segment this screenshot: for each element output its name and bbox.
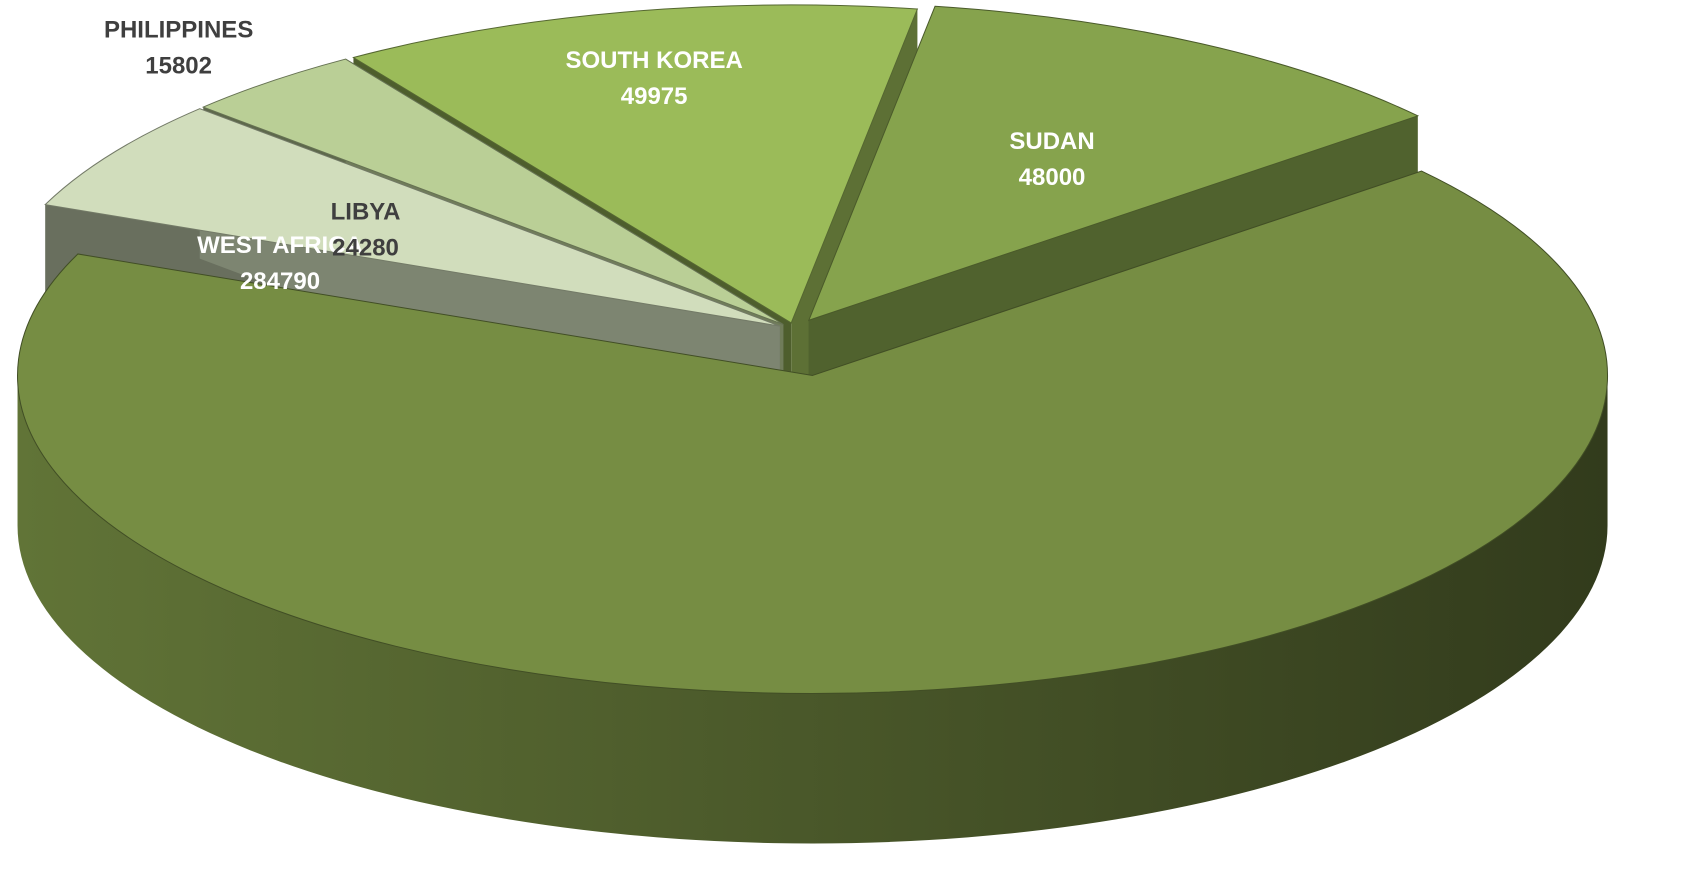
data-label-category: PHILIPPINES (104, 17, 253, 44)
data-label-value: 15802 (145, 53, 212, 80)
labels-layer: WEST AFRICA 284790 LIBYA 24280 PHILIPPINES 15… (104, 17, 1095, 295)
data-label-west-africa: WEST AFRICA 284790 (197, 232, 363, 295)
data-label-libya: LIBYA 24280 (331, 198, 401, 261)
data-label-value: 49975 (621, 83, 688, 110)
data-label-sudan: SUDAN 48000 (1009, 128, 1094, 191)
pie-slice-top (44, 108, 781, 327)
data-label-south-korea: SOUTH KOREA 49975 (565, 47, 742, 110)
data-label-category: SOUTH KOREA (565, 47, 742, 74)
data-label-category: LIBYA (331, 198, 401, 225)
data-label-philippines: PHILIPPINES 15802 (104, 17, 253, 80)
data-label-category: WEST AFRICA (197, 232, 363, 259)
pie-slice-west-africa (17, 170, 1609, 844)
data-label-value: 284790 (240, 268, 320, 295)
pie-slice-top (201, 58, 784, 325)
pie-slice-top (17, 170, 1609, 694)
data-label-value: 48000 (1019, 164, 1086, 191)
pie-slice-side (17, 375, 1608, 844)
pie-slice-top (807, 5, 1420, 322)
data-label-value: 24280 (332, 234, 399, 261)
slices-layer (17, 4, 1609, 844)
data-label-category: SUDAN (1009, 128, 1094, 155)
pie-slice-top (352, 4, 919, 324)
